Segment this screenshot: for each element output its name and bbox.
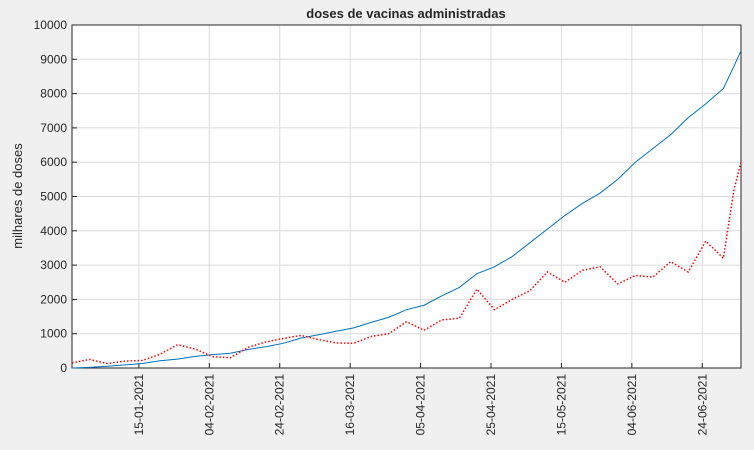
y-tick-label: 6000 [40,155,67,169]
data-line [71,162,742,365]
x-tick-label: 15-01-2021 [132,374,146,436]
x-tick-label: 04-06-2021 [625,374,639,436]
x-tick-label: 04-02-2021 [202,374,216,436]
y-tick-label: 3000 [40,258,67,272]
y-tick-label: 4000 [40,224,67,238]
x-tick-label: 16-03-2021 [343,374,357,436]
y-tick-label: 9000 [40,52,67,66]
x-tick-label: 15-05-2021 [554,374,568,436]
x-tick-label: 24-06-2021 [695,374,709,436]
data-line [71,50,742,369]
y-tick-label: 2000 [40,292,67,306]
chart-title: doses de vacinas administradas [306,6,505,21]
y-axis-label: milhares de doses [10,143,25,249]
y-tick-label: 7000 [40,121,67,135]
y-tick-label: 1000 [40,327,67,341]
x-tick-label: 24-02-2021 [273,374,287,436]
y-tick-label: 10000 [34,18,68,32]
y-tick-label: 0 [60,361,67,375]
x-tick-label: 05-04-2021 [414,374,428,436]
x-tick-label: 25-04-2021 [484,374,498,436]
y-tick-label: 5000 [40,190,67,204]
y-tick-label: 8000 [40,87,67,101]
plot-border [71,24,742,369]
